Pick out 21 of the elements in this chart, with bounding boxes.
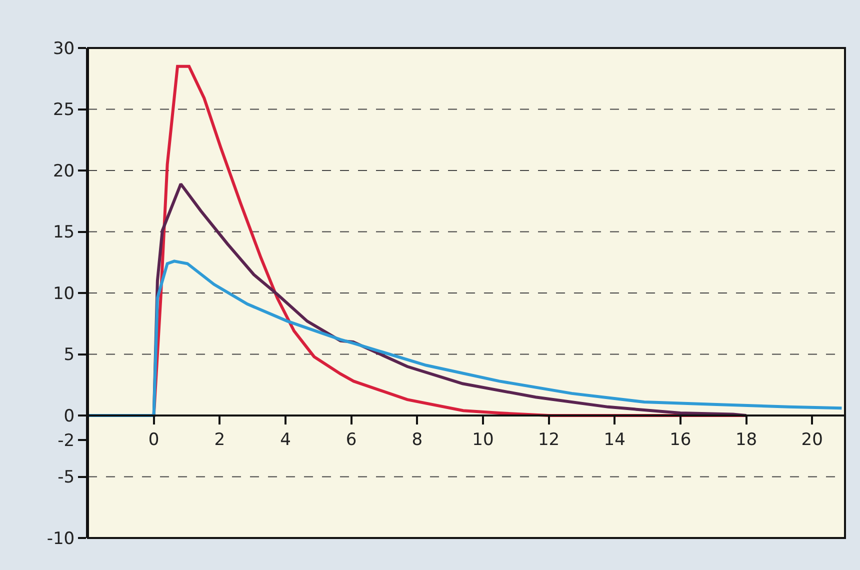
x-tick-label: 4 bbox=[280, 430, 291, 450]
y-tick-label: 10 bbox=[52, 284, 75, 304]
x-tick-label: 16 bbox=[670, 430, 692, 450]
y-tick-label: -2 bbox=[58, 430, 75, 451]
y-tick-label: 30 bbox=[52, 38, 75, 59]
x-tick-label: 10 bbox=[472, 430, 494, 450]
y-tick-label: 25 bbox=[52, 100, 75, 120]
x-tick-label: 18 bbox=[735, 430, 758, 450]
y-tick-label: 20 bbox=[52, 161, 75, 182]
y-tick-label: 0 bbox=[64, 406, 75, 426]
x-tick-label: 6 bbox=[346, 430, 357, 450]
y-tick-label: 15 bbox=[52, 222, 75, 243]
x-tick-label: 8 bbox=[412, 430, 423, 450]
x-tick-label: 20 bbox=[801, 430, 823, 450]
y-tick-label: -10 bbox=[46, 528, 75, 549]
y-tick-label: -5 bbox=[58, 468, 75, 488]
x-tick-label: 2 bbox=[214, 430, 226, 450]
x-tick-label: 14 bbox=[604, 430, 626, 450]
x-tick-label: 12 bbox=[538, 430, 560, 450]
y-tick-label: 5 bbox=[64, 345, 75, 366]
x-tick-label: 0 bbox=[148, 430, 160, 450]
